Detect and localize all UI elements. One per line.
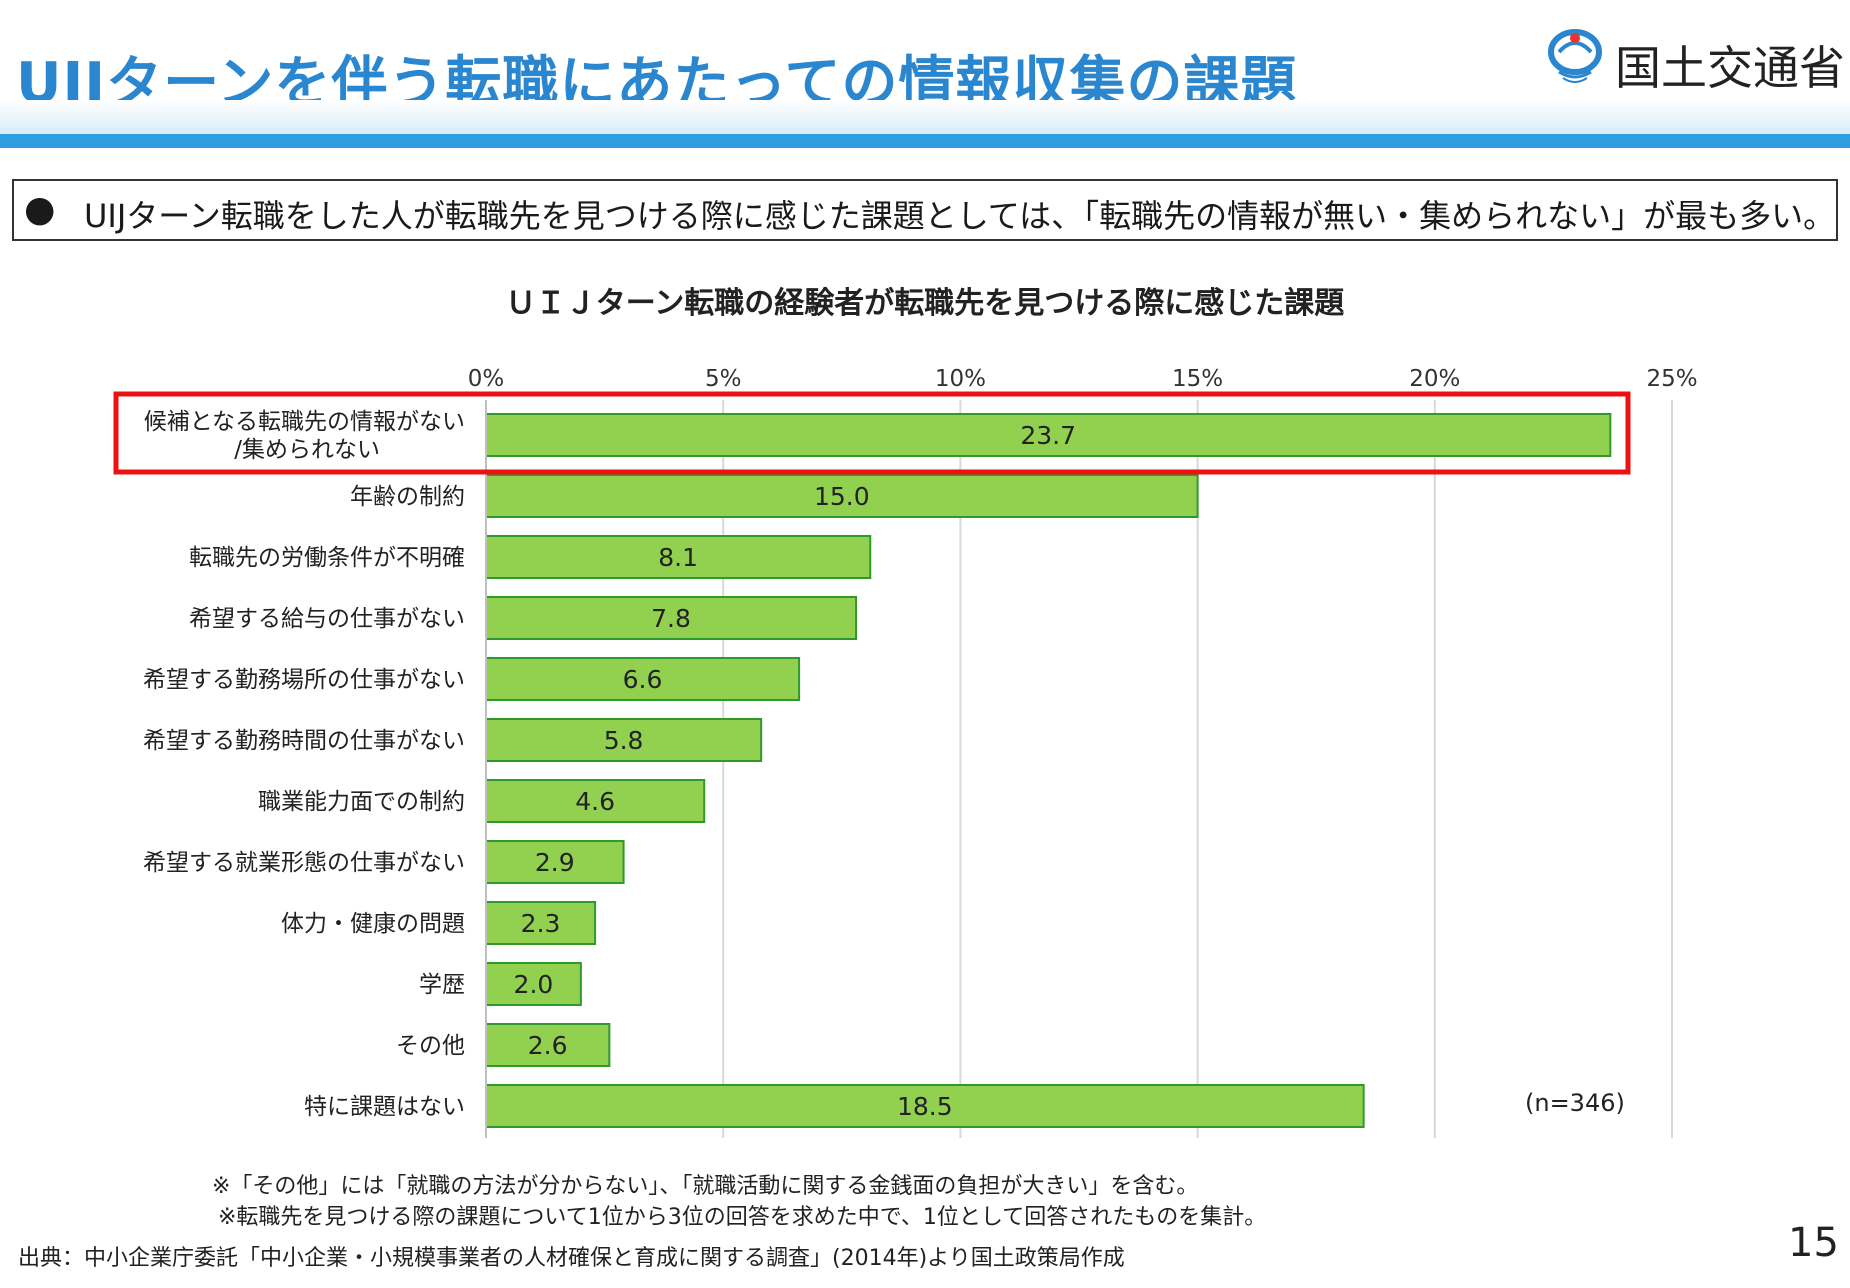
bar-value-label: 2.3	[521, 909, 561, 938]
bar-value-label: 23.7	[1020, 421, 1076, 450]
category-label: 特に課題はない	[304, 1094, 465, 1120]
logo-text: 国土交通省	[1615, 41, 1845, 95]
x-tick-label: 15%	[1172, 366, 1223, 392]
x-tick-label: 25%	[1646, 366, 1697, 392]
mlit-logo: 国土交通省	[1545, 28, 1845, 95]
category-label: 希望する勤務時間の仕事がない	[143, 728, 465, 754]
category-label: /集められない	[234, 437, 380, 463]
summary-text: UIJターン転職をした人が転職先を見つける際に感じた課題としては、「転職先の情報…	[84, 197, 1836, 235]
category-label: 希望する就業形態の仕事がない	[143, 850, 465, 876]
bar-value-label: 2.9	[535, 848, 575, 877]
bar-value-label: 8.1	[658, 543, 698, 572]
footnote-2: ※転職先を見つける際の課題について1位から3位の回答を求めた中で、1位として回答…	[218, 1205, 1267, 1230]
bullet-icon: ●	[24, 189, 56, 230]
category-label: 職業能力面での制約	[258, 789, 465, 815]
x-tick-label: 5%	[705, 366, 742, 392]
bar	[485, 840, 625, 884]
summary-box: ● UIJターン転職をした人が転職先を見つける際に感じた課題としては、「転職先の…	[12, 179, 1838, 241]
bar	[485, 596, 858, 640]
bar	[485, 718, 763, 762]
bar-value-label: 2.0	[514, 970, 554, 999]
bar	[485, 962, 582, 1006]
bar	[485, 474, 1199, 518]
bar-value-label: 5.8	[604, 726, 644, 755]
bar	[485, 657, 801, 701]
bar-value-label: 15.0	[814, 482, 870, 511]
bar-value-label: 7.8	[651, 604, 691, 633]
source-note: 出典：中小企業庁委託「中小企業・小規模事業者の人材確保と育成に関する調査」(20…	[18, 1246, 1125, 1271]
x-tick-label: 10%	[935, 366, 986, 392]
bar-value-label: 6.6	[623, 665, 663, 694]
category-label: 転職先の労働条件が不明確	[189, 545, 465, 571]
category-label: 候補となる転職先の情報がない	[144, 409, 465, 435]
sample-size-label: (n=346)	[1525, 1089, 1625, 1117]
highlight-box	[113, 391, 1631, 475]
bar	[485, 901, 597, 945]
logo-emblem-icon	[1548, 29, 1602, 83]
x-tick-label: 20%	[1409, 366, 1460, 392]
bar	[485, 1084, 1365, 1128]
bar	[485, 779, 706, 823]
category-label: 体力・健康の問題	[281, 911, 465, 937]
bar-value-label: 4.6	[575, 787, 615, 816]
page-number: 15	[1788, 1220, 1839, 1266]
bar	[485, 535, 872, 579]
bar-value-label: 2.6	[528, 1031, 568, 1060]
bar-chart: 0% 5% 10% 15% 20% 25% 23.7 候補となる転職先の情報がない/集められな…	[113, 366, 1698, 1138]
header-band	[0, 100, 1850, 134]
x-tick-label: 0%	[468, 366, 505, 392]
bar-value-label: 18.5	[897, 1092, 953, 1121]
category-label: その他	[396, 1033, 465, 1059]
header-line	[0, 134, 1850, 148]
category-label: 年齢の制約	[350, 484, 465, 510]
category-label: 希望する給与の仕事がない	[189, 606, 465, 632]
bar	[485, 1023, 611, 1067]
category-label: 学歴	[419, 972, 465, 998]
footnote-1: ※「その他」には「就職の方法が分からない」、「就職活動に関する金銭面の負担が大き…	[212, 1174, 1199, 1199]
category-label: 希望する勤務場所の仕事がない	[143, 667, 465, 693]
chart-title: ＵＩＪターン転職の経験者が転職先を見つける際に感じた課題	[505, 286, 1345, 321]
